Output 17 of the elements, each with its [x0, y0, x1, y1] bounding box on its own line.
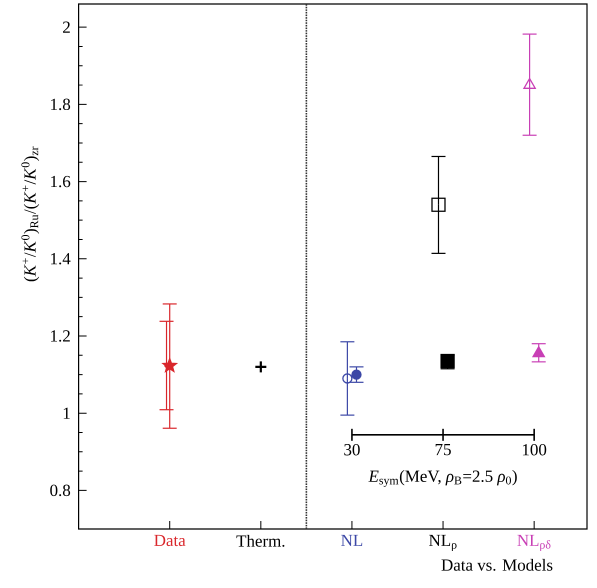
annotation: 100: [522, 444, 546, 456]
y-tick-label: 1.4: [51, 253, 70, 264]
y-tick-label: 2: [63, 22, 70, 33]
y-tick-label: 1.6: [51, 176, 70, 188]
x-tick-label: NL$_{ρδ}$: [517, 534, 550, 552]
y-tick-label: 1: [64, 408, 70, 419]
x-tick-label: Therm.: [236, 534, 284, 547]
y-tick-label: 0.8: [50, 484, 70, 496]
x-tick-label: NL: [341, 534, 362, 546]
text: E$_{sym}$(MeV, ρ$_{B}$=2.5 ρ$_{0}$): [368, 470, 517, 487]
annotation: 75: [436, 444, 451, 456]
x-tick-label: NL$_{ρ}$: [429, 534, 457, 552]
y-tick-label: 1.2: [51, 330, 70, 342]
x-axis-title: Data vs. Models: [442, 558, 552, 571]
x-tick-label: Data: [154, 534, 186, 546]
y-tick-label: 1.8: [51, 98, 70, 110]
annotation: 30: [344, 444, 360, 456]
